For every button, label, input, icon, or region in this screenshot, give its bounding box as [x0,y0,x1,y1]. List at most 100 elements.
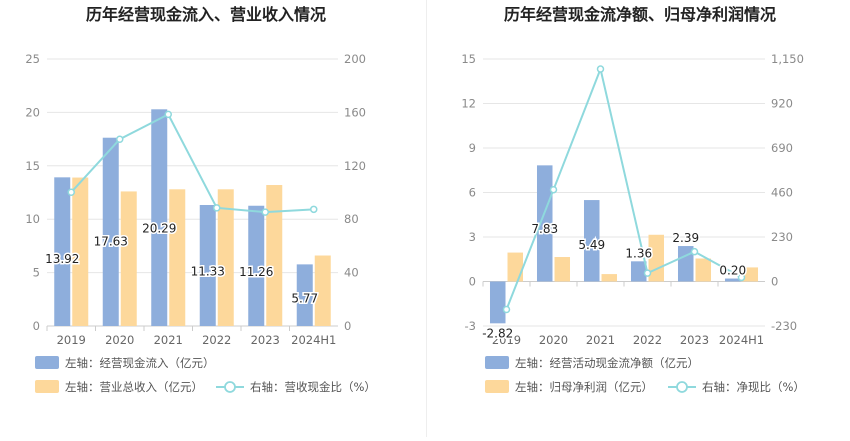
x-tick-label: 2020 [539,333,568,347]
data-label: 20.29 [142,221,176,235]
legend-swatch-cashflow[interactable] [35,356,59,369]
legend-label: 左轴：经营活动现金流净额（亿元） [515,356,699,370]
bar-cashflow[interactable] [151,109,168,327]
ratio-point[interactable] [737,273,746,282]
panel-divider [426,0,427,437]
chart-title: 历年经营现金流入、营业收入情况 [86,5,326,24]
legend-label: 左轴：归母净利润（亿元） [515,380,653,394]
x-tick-label: 2023 [680,333,709,347]
legend-swatch-revenue[interactable] [35,380,59,393]
data-label: 2.39 [672,231,699,245]
bar-cashflow[interactable] [630,261,647,282]
y-left-tick-label: 15 [25,159,40,173]
ratio-point[interactable] [502,305,511,314]
bar-cashflow[interactable] [489,281,506,324]
ratio-point[interactable] [213,204,221,212]
legend-swatch-cashflow[interactable] [485,356,509,369]
y-right-tick-label: 0 [771,275,778,289]
bar-cashflow[interactable] [724,278,741,282]
y-right-tick-label: 160 [344,105,366,119]
y-left-tick-label: 0 [33,319,40,333]
bar-revenue[interactable] [72,177,89,326]
y-right-tick-label: 200 [344,52,366,66]
x-tick-label: 2022 [202,333,231,347]
y-right-tick-label: 80 [344,212,359,226]
bar-cashflow[interactable] [54,177,71,326]
legend-label: 左轴：营业总收入（亿元） [65,380,203,394]
x-tick-label: 2019 [57,333,86,347]
x-tick-label: 2021 [586,333,615,347]
y-right-tick-label: 690 [771,141,793,155]
y-left-tick-label: 12 [461,97,476,111]
y-left-tick-label: 25 [25,52,40,66]
data-label: 1.36 [625,246,652,260]
y-right-tick-label: -230 [771,319,797,333]
ratio-point[interactable] [596,65,605,73]
bar-revenue[interactable] [169,189,186,326]
ratio-point[interactable] [690,247,699,256]
legend-label: 右轴：净现比（%） [702,380,805,394]
legend-swatch-ratio-marker [224,381,236,393]
data-label: 13.92 [45,252,79,266]
y-left-tick-label: 15 [461,52,476,66]
y-left-tick-label: 5 [33,266,40,280]
y-right-tick-label: 1,150 [771,52,804,66]
chart-2: 历年经营现金流净额、归母净利润情况 -3 0 3 6 9 12 15 -230 0 230 460 69… [461,5,805,394]
bar-revenue[interactable] [266,185,283,326]
y-left-tick-label: 0 [469,275,476,289]
data-label: 5.77 [291,291,318,305]
ratio-point[interactable] [549,185,558,194]
y-right-tick-label: 120 [344,159,366,173]
y-left-tick-label: 3 [469,230,476,244]
data-label: 11.33 [191,265,225,279]
y-right-tick-label: 40 [344,266,359,280]
data-label: 17.63 [94,234,128,248]
x-tick-label: 2020 [105,333,134,347]
x-tick-label: 2024H1 [291,333,336,347]
y-left-tick-label: -3 [465,319,476,333]
x-tick-label: 2023 [251,333,280,347]
bar-revenue[interactable] [695,258,712,282]
x-tick-label: 2024H1 [719,333,764,347]
y-left-tick-label: 6 [469,186,476,200]
ratio-point[interactable] [116,135,124,143]
legend-label: 左轴：经营现金流入（亿元） [65,356,215,370]
y-right-tick-label: 230 [771,230,793,244]
x-tick-label: 2021 [154,333,183,347]
bar-cashflow[interactable] [583,200,600,282]
bar-cashflow[interactable] [199,204,216,326]
y-left-tick-label: 10 [25,212,40,226]
chart-title: 历年经营现金流净额、归母净利润情况 [504,5,776,24]
ratio-point[interactable] [643,269,652,277]
ratio-line [505,65,742,310]
bar-cashflow[interactable] [248,205,265,326]
ratio-point[interactable] [310,205,318,214]
ratio-point[interactable] [67,188,75,196]
bar-revenue[interactable] [554,257,571,282]
bar-revenue[interactable] [217,189,234,326]
legend-swatch-ratio-marker [676,381,688,393]
data-label: 0.20 [719,264,746,278]
y-right-tick-label: 920 [771,97,793,111]
bar-revenue[interactable] [742,267,759,282]
legend-swatch-revenue[interactable] [485,380,509,393]
x-tick-label: 2019 [492,333,521,347]
data-label: 5.49 [578,238,605,252]
bar-cashflow[interactable] [296,264,313,326]
ratio-point[interactable] [164,110,172,119]
bar-revenue[interactable] [120,191,137,326]
data-label: 11.26 [239,265,273,279]
ratio-point[interactable] [261,208,269,216]
y-left-tick-label: 9 [469,141,476,155]
ratio-line [70,113,314,214]
y-right-tick-label: 0 [344,319,351,333]
y-right-tick-label: 460 [771,186,793,200]
bar-cashflow[interactable] [102,137,119,326]
bar-revenue[interactable] [507,252,524,282]
data-label: -2.82 [482,326,513,340]
bar-revenue[interactable] [601,274,618,282]
bar-revenue[interactable] [314,255,331,326]
bar-cashflow[interactable] [536,165,553,282]
